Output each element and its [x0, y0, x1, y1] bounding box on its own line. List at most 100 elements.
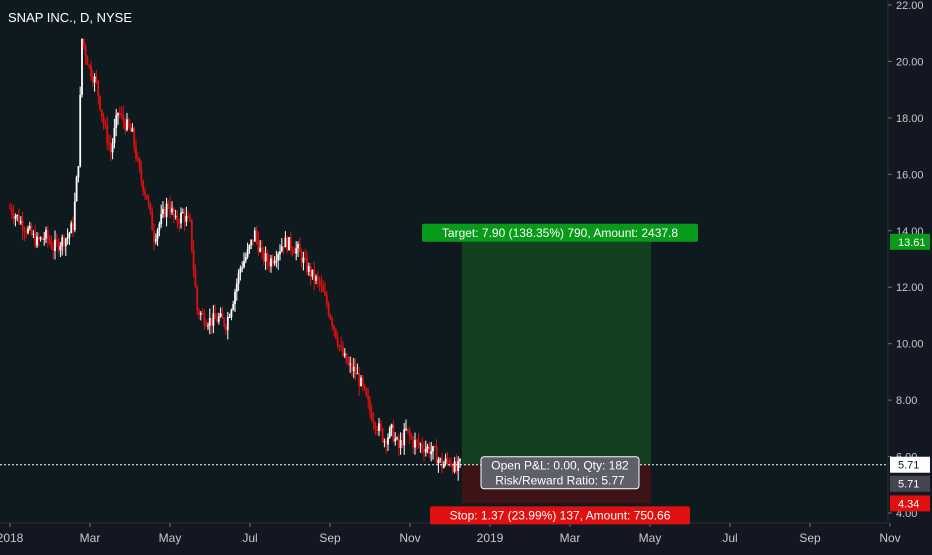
candle — [162, 201, 164, 219]
candle — [72, 216, 74, 237]
candle — [207, 322, 209, 331]
candle — [354, 358, 357, 381]
candle — [93, 73, 96, 92]
candle — [221, 306, 224, 319]
x-tick-label: 2019 — [477, 531, 504, 545]
candle — [50, 235, 53, 250]
candle — [73, 192, 76, 233]
candle — [147, 194, 150, 209]
candle — [414, 432, 416, 455]
candle — [223, 317, 226, 330]
candle — [307, 262, 310, 276]
candle — [183, 208, 186, 231]
candle — [365, 387, 368, 398]
candle — [70, 220, 73, 234]
current-price-badge-bg — [890, 456, 930, 473]
candle — [280, 238, 283, 253]
candle — [451, 463, 454, 475]
candle — [347, 356, 350, 367]
candle — [12, 205, 15, 225]
candle — [383, 438, 386, 448]
x-tick-label: May — [639, 531, 662, 545]
candle — [421, 437, 424, 455]
candle — [14, 213, 17, 227]
x-tick-label: Sep — [319, 531, 341, 545]
candle — [316, 270, 319, 288]
candle — [142, 179, 145, 197]
candle — [318, 276, 321, 292]
candle — [455, 454, 458, 474]
candle — [334, 328, 337, 340]
candle — [381, 427, 384, 444]
target-label-bg — [422, 223, 698, 242]
candle — [163, 206, 166, 219]
candle — [97, 80, 100, 105]
candle — [340, 336, 343, 352]
candle — [439, 457, 442, 463]
candle — [244, 252, 247, 264]
candle — [342, 341, 344, 358]
y-tick-label: 18.00 — [896, 113, 924, 125]
candle — [100, 109, 103, 123]
stop-label-bg — [430, 506, 690, 525]
candle — [252, 239, 254, 247]
candle — [268, 253, 271, 273]
candle — [289, 231, 292, 255]
candle — [205, 319, 208, 327]
candle — [169, 196, 172, 219]
candle — [45, 226, 47, 244]
candle — [178, 218, 181, 232]
candle — [63, 233, 65, 252]
candle — [412, 435, 415, 454]
chart-title: SNAP INC., D, NYSE — [8, 10, 132, 25]
candle — [145, 194, 148, 200]
candle — [241, 261, 244, 273]
stop-label[interactable]: Stop: 1.37 (23.99%) 137, Amount: 750.66 — [430, 506, 690, 525]
stop-price-badge: 4.34 — [890, 495, 930, 512]
candle — [99, 95, 101, 112]
target-zone[interactable] — [462, 241, 651, 465]
candle — [430, 442, 433, 462]
candle — [64, 237, 67, 256]
candle — [117, 112, 119, 125]
position-info-box[interactable]: Open P&L: 0.00, Qty: 182 Risk/Reward Rat… — [480, 456, 640, 490]
candle — [135, 138, 137, 162]
candle — [102, 112, 105, 130]
candle — [210, 317, 213, 335]
candle — [448, 457, 451, 467]
candle — [59, 242, 62, 257]
candle — [401, 432, 404, 449]
candle — [108, 134, 110, 152]
y-tick-label: 22.00 — [896, 0, 924, 12]
candle — [43, 232, 46, 246]
candle — [322, 279, 325, 293]
candle — [86, 55, 89, 66]
candles — [9, 38, 461, 481]
candle — [399, 432, 402, 455]
candle — [444, 453, 447, 467]
candle — [54, 230, 56, 260]
candle — [253, 227, 256, 242]
candle — [282, 246, 285, 255]
candle — [379, 419, 382, 432]
candle — [324, 281, 326, 297]
candle — [131, 123, 134, 132]
candle — [151, 207, 154, 231]
target-price-badge-bg — [890, 233, 930, 250]
candle — [156, 227, 159, 247]
candle — [360, 375, 362, 387]
candle — [284, 231, 287, 248]
candle — [118, 106, 121, 119]
candle — [124, 117, 127, 135]
candle — [68, 231, 71, 245]
target-label[interactable]: Target: 7.90 (138.35%) 790, Amount: 2437… — [422, 223, 698, 242]
candle — [81, 38, 83, 98]
candle — [343, 348, 346, 359]
candle — [315, 274, 317, 285]
candle — [358, 366, 361, 396]
candle — [91, 69, 94, 87]
candle — [300, 248, 303, 268]
x-tick-label: Jul — [722, 531, 737, 545]
